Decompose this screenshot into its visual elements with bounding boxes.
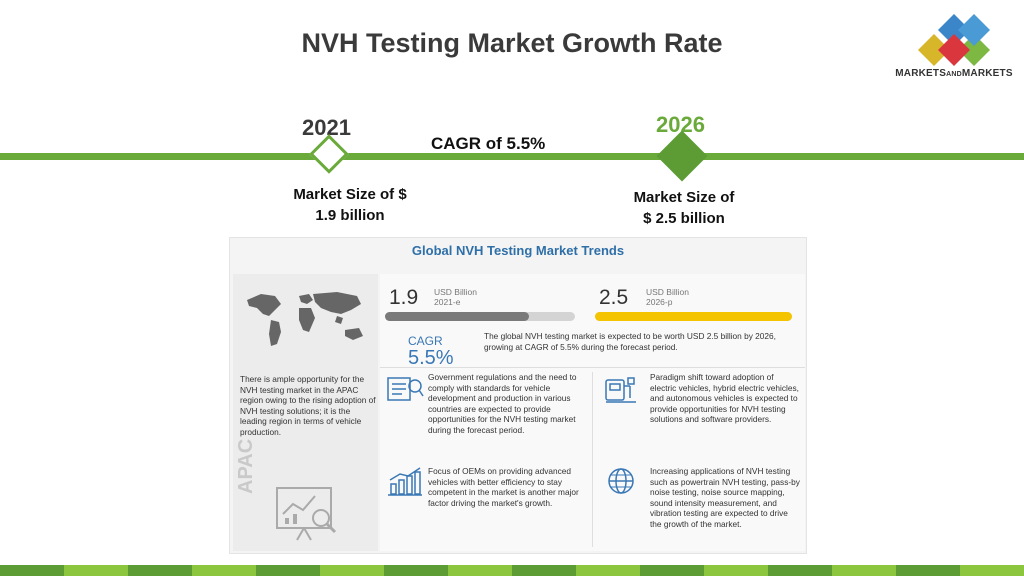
market-size-start: Market Size of $ 1.9 billion [293,186,407,224]
footer-stripe-segment [832,565,896,576]
global-network-icon [608,468,634,494]
stat-2021-unit: USD Billion 2021-e [434,287,477,307]
market-trends-infographic: Global NVH Testing Market Trends There i… [229,237,807,554]
divider [592,372,593,547]
footer-stripe-segment [192,565,256,576]
footer-stripe-segment [384,565,448,576]
footer-stripe-segment [576,565,640,576]
cagr-big-label: CAGR [408,334,443,348]
stat-2026-bar [595,312,792,321]
growth-chart-icon [388,467,422,496]
timeline-line [0,153,1024,160]
markets-and-markets-logo-icon [918,14,990,66]
trend-point-electric-vehicles: Paradigm shift toward adoption of electr… [650,372,799,425]
divider [380,367,805,368]
apac-description: There is ample opportunity for the NVH t… [240,374,376,437]
footer-stripe-segment [0,565,64,576]
stat-2026-value: 2.5 [599,286,629,309]
logo-text: MARKETSANDMARKETS [895,68,1013,79]
footer-stripe-segment [512,565,576,576]
slide-title: NVH Testing Market Growth Rate [301,28,723,58]
apac-panel: There is ample opportunity for the NVH t… [233,274,378,551]
timeline-marker-end [656,130,708,182]
footer-stripe-segment [640,565,704,576]
regulations-icon [387,377,424,401]
stat-2021-bar [385,312,575,321]
stat-2021-bar-fill [385,312,530,321]
footer-stripe-segment [128,565,192,576]
trend-point-regulations: Government regulations and the need to c… [428,372,577,435]
footer-stripe-segment [896,565,960,576]
world-map-icon [247,292,363,346]
infographic-title: Global NVH Testing Market Trends [411,243,625,258]
stat-2021-value: 1.9 [389,286,419,309]
electric-vehicle-icon [605,377,636,403]
analytics-chart-icon [276,487,337,541]
footer-stripe [0,565,1024,576]
cagr-description: The global NVH testing market is expecte… [484,331,776,352]
footer-stripe-segment [448,565,512,576]
cagr-label: CAGR of 5.5% [431,134,546,153]
footer-stripe-segment [320,565,384,576]
stat-2026-bar-fill [595,312,792,321]
trends-panel: 1.9 USD Billion 2021-e 2.5 USD Billion 2… [380,274,805,551]
footer-stripe-segment [704,565,768,576]
stat-2026-unit: USD Billion 2026-p [646,287,689,307]
market-size-end: Market Size of $ 2.5 billion [633,189,735,227]
footer-stripe-segment [960,565,1024,576]
trend-point-oem-focus: Focus of OEMs on providing advanced vehi… [428,466,579,508]
apac-label: APAC [235,438,257,494]
footer-stripe-segment [768,565,832,576]
cagr-big-value: 5.5% [408,347,454,369]
footer-stripe-segment [64,565,128,576]
trend-point-nvh-applications: Increasing applications of NVH testing s… [650,466,800,529]
footer-stripe-segment [256,565,320,576]
